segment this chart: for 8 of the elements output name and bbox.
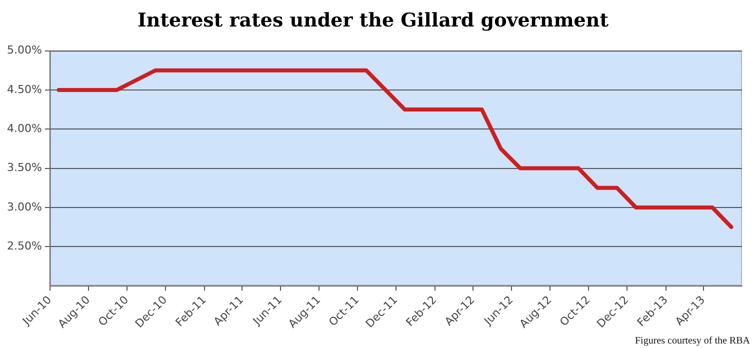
y-tick-label: 4.00% bbox=[6, 122, 42, 135]
y-tick-label: 3.00% bbox=[6, 200, 42, 214]
y-tick-label: 3.50% bbox=[6, 161, 42, 174]
y-tick-label: 2.50% bbox=[6, 239, 42, 252]
y-tick-label: 5.00% bbox=[6, 44, 42, 57]
text: Figures courtesy of the RBA bbox=[635, 336, 751, 347]
y-tick-label: 4.50% bbox=[6, 82, 42, 96]
chart-title: Interest rates under the Gillard government bbox=[138, 9, 609, 32]
